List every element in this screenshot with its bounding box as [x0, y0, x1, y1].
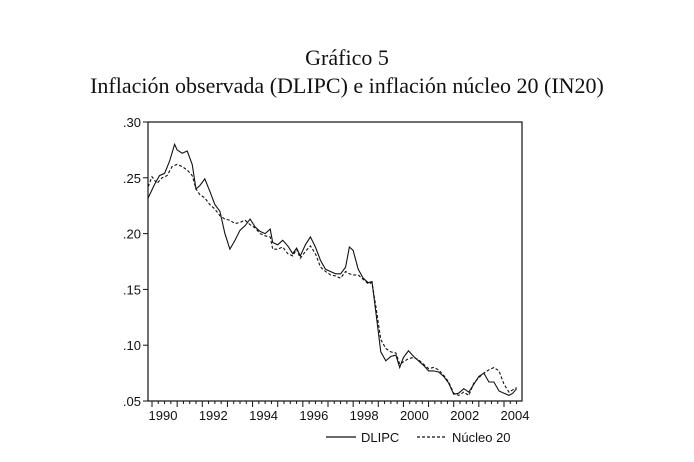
x-tick-label: 2000 [400, 408, 429, 423]
y-tick-label: .30 [123, 115, 141, 130]
series-lines [147, 142, 518, 397]
x-tick-label: 1998 [350, 408, 379, 423]
x-axis: 1990 1992 1994 1996 1998 2000 2002 2004 [149, 401, 530, 423]
legend-label-nucleo: Núcleo 20 [452, 430, 511, 445]
legend: DLIPC Núcleo 20 [326, 430, 511, 445]
y-tick-label: .20 [123, 227, 141, 242]
y-tick-label: .15 [123, 282, 141, 297]
series-line-nucleo20 [147, 163, 517, 397]
y-axis: .30 .25 .20 .15 .10 .05 [123, 115, 148, 409]
y-tick-label: .05 [123, 394, 141, 409]
plot-frame [147, 121, 523, 402]
x-tick-label: 1996 [299, 408, 328, 423]
x-tick-label: 1992 [199, 408, 228, 423]
x-tick-label: 2002 [450, 408, 479, 423]
x-tick-label: 2004 [501, 408, 530, 423]
y-tick-label: .10 [123, 338, 141, 353]
chart-title: Gráfico 5 [305, 45, 389, 70]
chart-subtitle: Inflación observada (DLIPC) e inflación … [90, 73, 604, 98]
x-tick-label: 1990 [149, 408, 178, 423]
legend-label-dlipc: DLIPC [361, 430, 399, 445]
y-tick-label: .25 [123, 171, 141, 186]
x-tick-label: 1994 [249, 408, 278, 423]
series-line-dlipc [147, 142, 518, 397]
